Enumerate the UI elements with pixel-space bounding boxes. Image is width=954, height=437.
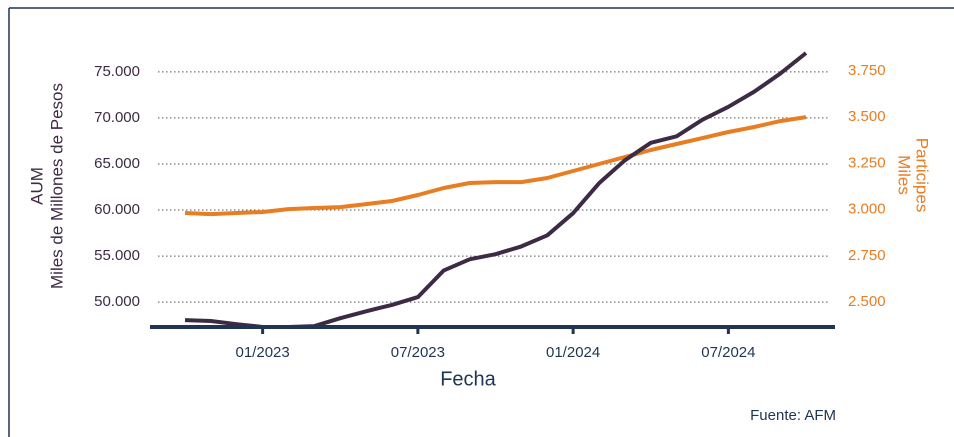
y-axis-label: Miles de Millones de Pesos	[47, 83, 66, 289]
x-tick-label: 07/2024	[701, 344, 755, 361]
y-tick-label: 55.000	[94, 247, 140, 264]
x-tick-label: 01/2023	[236, 344, 290, 361]
y2-axis-label: Participes	[913, 138, 932, 213]
y2-tick-label: 2.500	[848, 293, 886, 310]
line-series	[184, 51, 808, 329]
y2-axis-label: Miles	[895, 155, 914, 195]
line-series	[184, 115, 807, 217]
y-axis-label: AUM	[27, 167, 46, 205]
y-tick-label: 50.000	[94, 293, 140, 310]
y-tick-label: 70.000	[94, 109, 140, 126]
y2-tick-label: 3.250	[848, 154, 886, 171]
y-tick-label: 75.000	[94, 63, 140, 80]
y2-tick-label: 3.500	[848, 108, 886, 125]
y-tick-label: 60.000	[94, 201, 140, 218]
y2-tick-label: 3.750	[848, 62, 886, 79]
x-axis-label: Fecha	[440, 368, 496, 390]
source: Fuente: AFM	[750, 407, 836, 424]
y2-tick-label: 2.750	[848, 247, 886, 264]
y-tick-label: 65.000	[94, 155, 140, 172]
x-tick-label: 01/2024	[546, 344, 600, 361]
x-tick-label: 07/2023	[391, 344, 445, 361]
y2-tick-label: 3.000	[848, 201, 886, 218]
